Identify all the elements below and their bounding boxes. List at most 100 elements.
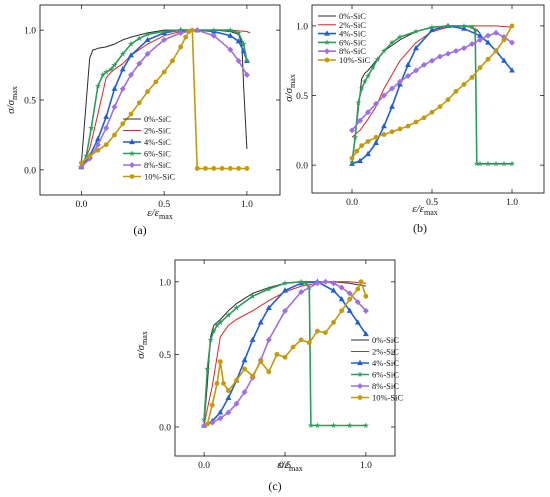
data-point [243, 57, 250, 64]
y-axis-label-sub: max [10, 86, 19, 100]
data-point [354, 319, 361, 325]
data-point [144, 31, 151, 37]
data-point [302, 280, 310, 286]
data-point [298, 337, 304, 343]
x-axis-label-main: ε/ε [412, 203, 424, 215]
data-point [306, 340, 312, 346]
data-point [365, 139, 371, 144]
data-point [346, 290, 353, 297]
data-point [250, 373, 256, 379]
x-tick-label: 0.0 [346, 198, 358, 208]
data-point [412, 28, 420, 35]
data-point [396, 33, 404, 40]
data-point [500, 160, 508, 167]
x-axis-label: ε/εmax [412, 203, 438, 217]
data-point [362, 307, 369, 314]
legend-item: 4%-SiC [123, 137, 171, 147]
data-point [437, 53, 443, 60]
data-point [421, 61, 427, 68]
data-point [347, 296, 353, 302]
data-point [103, 68, 110, 75]
data-point [204, 421, 210, 427]
legend-item: 8%-SiC [351, 381, 399, 391]
legend-label: 2%-SiC [144, 126, 171, 136]
data-point [338, 284, 345, 291]
data-point [445, 97, 451, 103]
legend-marker [128, 150, 136, 157]
data-point [127, 40, 135, 47]
series-10%-SiC [78, 27, 250, 171]
data-point [244, 166, 250, 171]
data-point [469, 75, 475, 80]
data-point [221, 381, 226, 386]
data-point [381, 132, 387, 137]
data-point [369, 64, 376, 71]
y-tick-label: 0.5 [159, 351, 171, 361]
legend-label: 10%-SiC [372, 393, 404, 403]
data-point [207, 336, 214, 343]
legend-marker [323, 39, 331, 45]
data-point [128, 111, 134, 117]
data-point [492, 160, 500, 167]
data-point [233, 304, 240, 311]
data-point [469, 40, 475, 47]
legend-label: 6%-SiC [144, 149, 171, 159]
series-line [80, 29, 248, 163]
data-point [405, 123, 411, 129]
series-line [351, 25, 513, 159]
data-point [461, 81, 467, 87]
data-point [234, 378, 239, 383]
data-point [314, 328, 320, 334]
data-point [170, 58, 175, 64]
legend-label: 2%-SiC [339, 20, 366, 30]
data-point [128, 52, 134, 58]
legend-marker [324, 48, 330, 55]
series-6%-SiC [348, 22, 516, 167]
series-0%-SiC [80, 29, 248, 163]
data-point [362, 330, 369, 337]
data-point [472, 26, 479, 33]
data-point [227, 46, 234, 53]
data-point [509, 39, 515, 46]
data-point [298, 278, 305, 285]
data-point [219, 166, 225, 171]
data-point [322, 278, 329, 285]
data-point [405, 61, 411, 67]
data-point [235, 57, 242, 64]
series-8%-SiC [201, 278, 369, 429]
data-point [214, 322, 221, 328]
data-point [314, 280, 321, 287]
data-point [509, 67, 515, 73]
data-point [484, 160, 492, 167]
data-point [217, 409, 224, 415]
data-point [120, 121, 126, 127]
data-point [429, 26, 435, 33]
series-10%-SiC [204, 279, 369, 427]
series-line [80, 29, 248, 168]
legend-item: 2%-SiC [351, 347, 399, 357]
legend-label: 8%-SiC [339, 46, 366, 56]
y-tick-label: 0.0 [24, 166, 36, 176]
data-point [461, 25, 467, 31]
data-point [307, 422, 314, 429]
data-point [355, 286, 361, 292]
panels: 0.0 0.5 1.00.00.51.0σ/σmaxε/εmax(a)0%-SiC2… [5, 4, 545, 493]
data-point [354, 148, 360, 154]
x-axis-label-sub: max [289, 464, 303, 473]
data-point [210, 26, 217, 33]
data-point [477, 65, 483, 71]
data-point [323, 330, 328, 335]
data-point [509, 23, 515, 29]
legend-label: 4%-SiC [372, 358, 399, 368]
data-point [362, 422, 369, 429]
data-point [145, 89, 150, 95]
data-point [183, 34, 189, 40]
data-point [128, 71, 135, 78]
data-point [437, 104, 443, 110]
data-point [365, 150, 371, 157]
data-point [161, 69, 167, 75]
data-point [203, 166, 208, 171]
